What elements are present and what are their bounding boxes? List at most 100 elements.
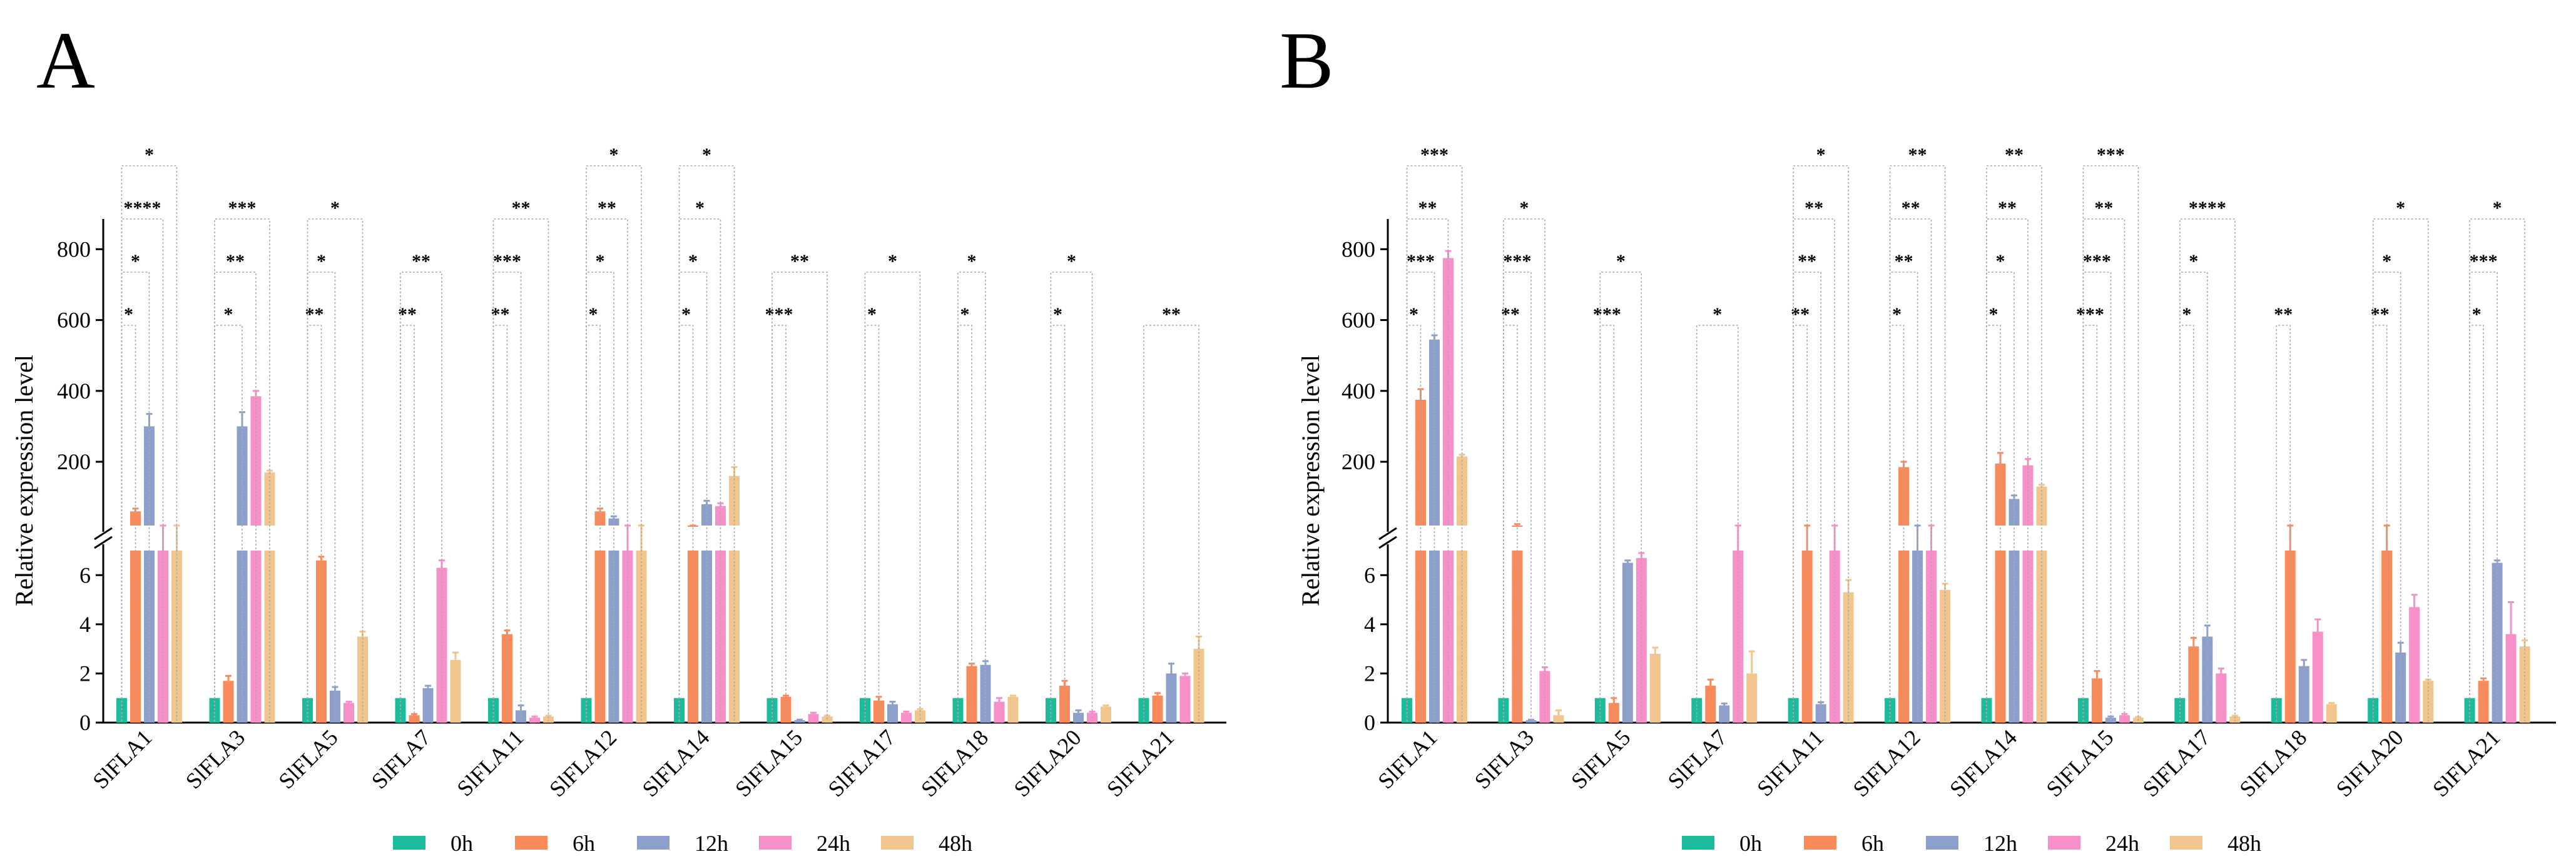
significance-bracket xyxy=(2082,325,2098,721)
y-tick-label: 2 xyxy=(79,661,91,686)
bar xyxy=(1498,698,1509,723)
significance-stars: * xyxy=(145,145,154,165)
category-label: SlFLA1 xyxy=(88,724,156,793)
bar xyxy=(2077,698,2089,723)
bar xyxy=(1402,698,1412,723)
significance-stars: *** xyxy=(2097,145,2125,165)
legend-swatch xyxy=(881,836,914,850)
significance-stars: ** xyxy=(1418,198,1437,218)
bar xyxy=(1705,686,1716,723)
bar xyxy=(729,475,740,526)
y-tick-label: 0 xyxy=(79,710,91,735)
significance-bracket xyxy=(586,272,614,721)
bar xyxy=(1691,698,1703,723)
significance-bracket xyxy=(586,325,601,721)
significance-bracket xyxy=(1986,325,2001,721)
significance-bracket xyxy=(678,272,708,721)
bar xyxy=(1981,698,1992,723)
significance-stars: ** xyxy=(226,251,245,272)
significance-bracket xyxy=(957,325,972,721)
significance-bracket xyxy=(1503,325,1518,721)
panel-a-chart: A Relative expression level 0 2 4 6 200 400 60… xyxy=(10,16,1226,801)
bar xyxy=(1046,698,1056,723)
panel-b-chart: B Relative expression level 0 2 4 6 200 400 60… xyxy=(1280,16,2556,801)
significance-bracket xyxy=(1793,325,1808,721)
legend-swatch xyxy=(2170,836,2202,850)
panel-a-y-axis-label: Relative expression level xyxy=(10,355,38,606)
y-tick-label: 4 xyxy=(79,612,91,637)
bar xyxy=(223,681,234,723)
significance-bracket xyxy=(2372,325,2388,721)
category-label: SlFLA21 xyxy=(1102,724,1179,801)
legend-label: 48h xyxy=(2227,831,2261,856)
significance-bracket xyxy=(400,272,442,721)
bar xyxy=(450,659,461,723)
significance-stars: * xyxy=(1713,304,1722,325)
legend-label: 6h xyxy=(1861,831,1884,856)
category-label: SlFLA3 xyxy=(1470,724,1539,793)
legend-swatch xyxy=(637,836,669,850)
panel-b-label: B xyxy=(1280,16,1334,106)
bar xyxy=(1898,467,1910,526)
bar xyxy=(2409,607,2420,723)
bar xyxy=(543,716,554,723)
significance-stars: * xyxy=(1053,304,1062,325)
bar xyxy=(608,518,619,526)
significance-stars: * xyxy=(967,251,977,272)
significance-stars: ** xyxy=(491,304,510,325)
significance-bracket xyxy=(121,165,178,721)
significance-stars: ** xyxy=(1908,145,1927,165)
category-label: SlFLA17 xyxy=(2138,724,2215,801)
significance-bracket xyxy=(400,325,415,721)
bar xyxy=(1843,592,1854,723)
significance-bracket xyxy=(678,325,694,721)
significance-bracket xyxy=(1986,272,2015,721)
significance-bracket xyxy=(492,272,522,721)
bar xyxy=(209,698,220,723)
bar xyxy=(1815,704,1826,723)
bar xyxy=(422,688,434,723)
legend-swatch xyxy=(1804,836,1836,850)
significance-bracket xyxy=(1889,272,1918,721)
significance-stars: * xyxy=(960,304,970,325)
significance-stars: **** xyxy=(2189,198,2226,218)
significance-bracket xyxy=(2469,218,2525,721)
significance-stars: * xyxy=(2493,198,2502,218)
bar xyxy=(901,713,912,723)
category-label: SlFLA21 xyxy=(2428,724,2505,801)
y-tick-label: 400 xyxy=(1341,379,1375,404)
bar xyxy=(2492,562,2503,723)
bar xyxy=(1138,698,1149,723)
significance-stars: * xyxy=(2182,304,2191,325)
significance-bracket xyxy=(214,218,270,721)
y-tick-label: 600 xyxy=(57,308,91,333)
category-label: SlFLA1 xyxy=(1373,724,1442,793)
category-label: SlFLA18 xyxy=(916,724,993,801)
significance-bracket xyxy=(1503,272,1532,721)
significance-stars: ** xyxy=(598,198,616,218)
significance-bracket xyxy=(307,272,336,721)
bar xyxy=(952,698,964,723)
significance-bracket xyxy=(2276,325,2291,721)
significance-stars: ** xyxy=(1998,198,2017,218)
category-label: SlFLA18 xyxy=(2234,724,2311,801)
significance-bracket xyxy=(121,325,136,721)
significance-bracket xyxy=(1793,272,1821,721)
bar xyxy=(1179,676,1191,723)
bar xyxy=(2298,666,2309,723)
significance-bracket xyxy=(1889,165,1946,721)
legend-label: 48h xyxy=(939,831,972,856)
bar xyxy=(1594,698,1606,723)
y-tick-label: 4 xyxy=(1364,612,1375,637)
bar xyxy=(1553,715,1564,723)
legend-swatch xyxy=(515,836,547,850)
significance-stars: * xyxy=(2472,304,2482,325)
y-tick-label: 800 xyxy=(57,236,91,262)
significance-bracket xyxy=(1050,272,1093,721)
axis-break-mark xyxy=(94,527,113,541)
significance-stars: *** xyxy=(1503,251,1531,272)
bar xyxy=(1166,673,1177,723)
significance-stars: *** xyxy=(1407,251,1435,272)
bar xyxy=(2188,646,2199,723)
y-tick-label: 0 xyxy=(1364,710,1375,735)
